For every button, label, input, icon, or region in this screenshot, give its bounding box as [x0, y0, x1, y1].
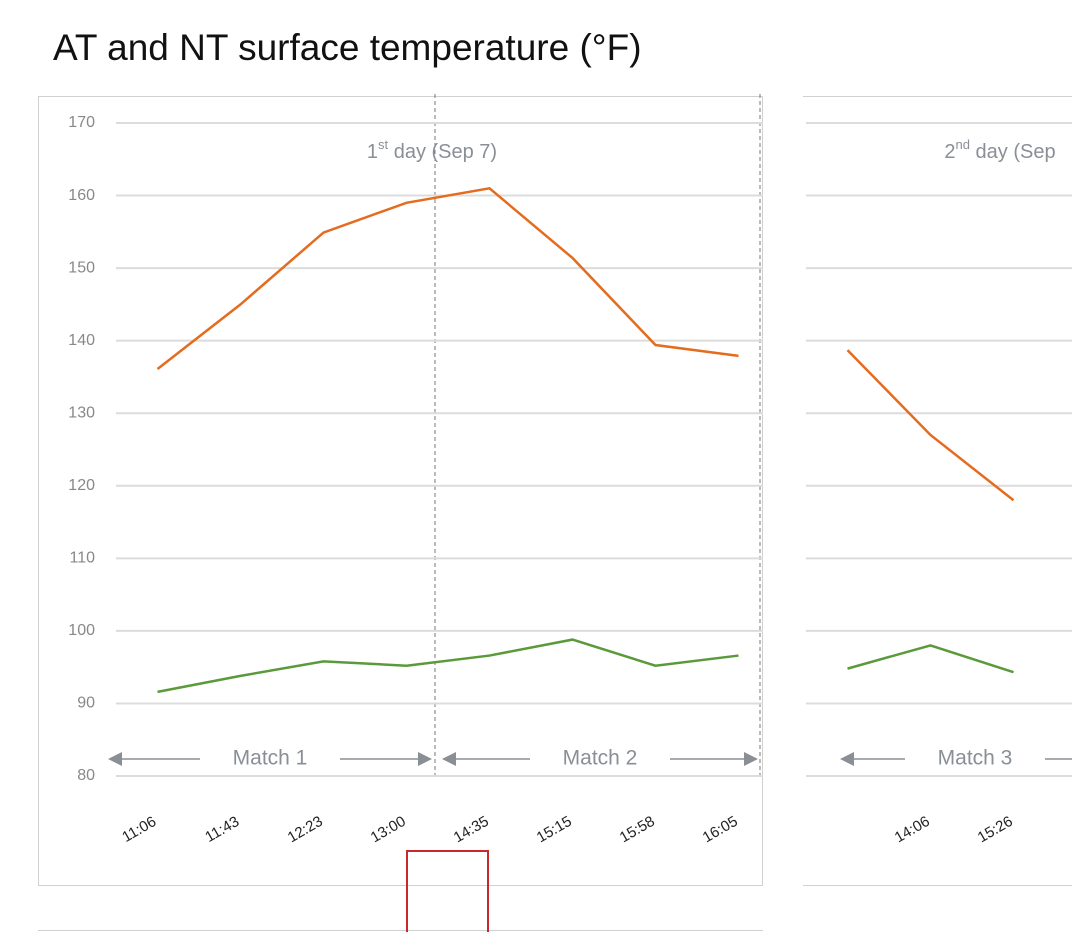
day-label: 2nd day (Sep	[944, 137, 1055, 163]
day-suffix: nd	[956, 137, 970, 152]
x-tick-label: 15:58	[617, 813, 658, 846]
data-line	[157, 638, 739, 694]
data-line	[156, 186, 739, 370]
match-label: Match 2	[563, 747, 638, 770]
x-tick-label: 13:00	[368, 813, 409, 846]
y-tick-label: 100	[68, 622, 95, 639]
x-tick-label: 12:23	[285, 813, 326, 846]
arrow-head	[744, 752, 758, 766]
y-tick-label: 160	[68, 187, 95, 204]
chart-title: AT and NT surface temperature (°F)	[53, 27, 642, 68]
panel-frame	[803, 96, 1072, 886]
panel-frame	[38, 96, 763, 886]
y-tick-label: 110	[69, 550, 95, 567]
day-rest: day (Sep	[970, 141, 1056, 163]
x-tick-label: 16:05	[700, 813, 741, 846]
day-suffix: st	[378, 137, 389, 152]
x-tick-label: 11:06	[119, 813, 159, 846]
y-tick-label: 120	[68, 477, 95, 494]
y-tick-label: 90	[77, 695, 95, 712]
x-tick-label: 15:15	[534, 813, 575, 846]
x-tick-label: 15:26	[975, 813, 1016, 846]
y-tick-label: 150	[68, 259, 95, 276]
day-rest: day (Sep 7)	[388, 141, 497, 163]
x-tick-label: 14:06	[892, 813, 933, 846]
x-tick-label: 11:43	[202, 813, 242, 846]
arrow-head	[108, 752, 122, 766]
highlight-box	[406, 850, 489, 932]
y-tick-label: 80	[77, 767, 95, 784]
y-tick-label: 130	[68, 404, 95, 421]
data-line	[847, 644, 1014, 674]
arrow-head	[442, 752, 456, 766]
match-label: Match 1	[233, 747, 308, 770]
day-ordinal: 1	[367, 141, 378, 163]
x-tick-label: 14:35	[451, 813, 492, 846]
y-tick-label: 140	[68, 332, 95, 349]
y-tick-label: 170	[68, 114, 95, 131]
day-ordinal: 2	[944, 141, 955, 163]
data-line	[846, 349, 1015, 502]
match-label: Match 3	[938, 747, 1013, 770]
day-label: 1st day (Sep 7)	[367, 137, 497, 163]
arrow-head	[840, 752, 854, 766]
arrow-head	[418, 752, 432, 766]
